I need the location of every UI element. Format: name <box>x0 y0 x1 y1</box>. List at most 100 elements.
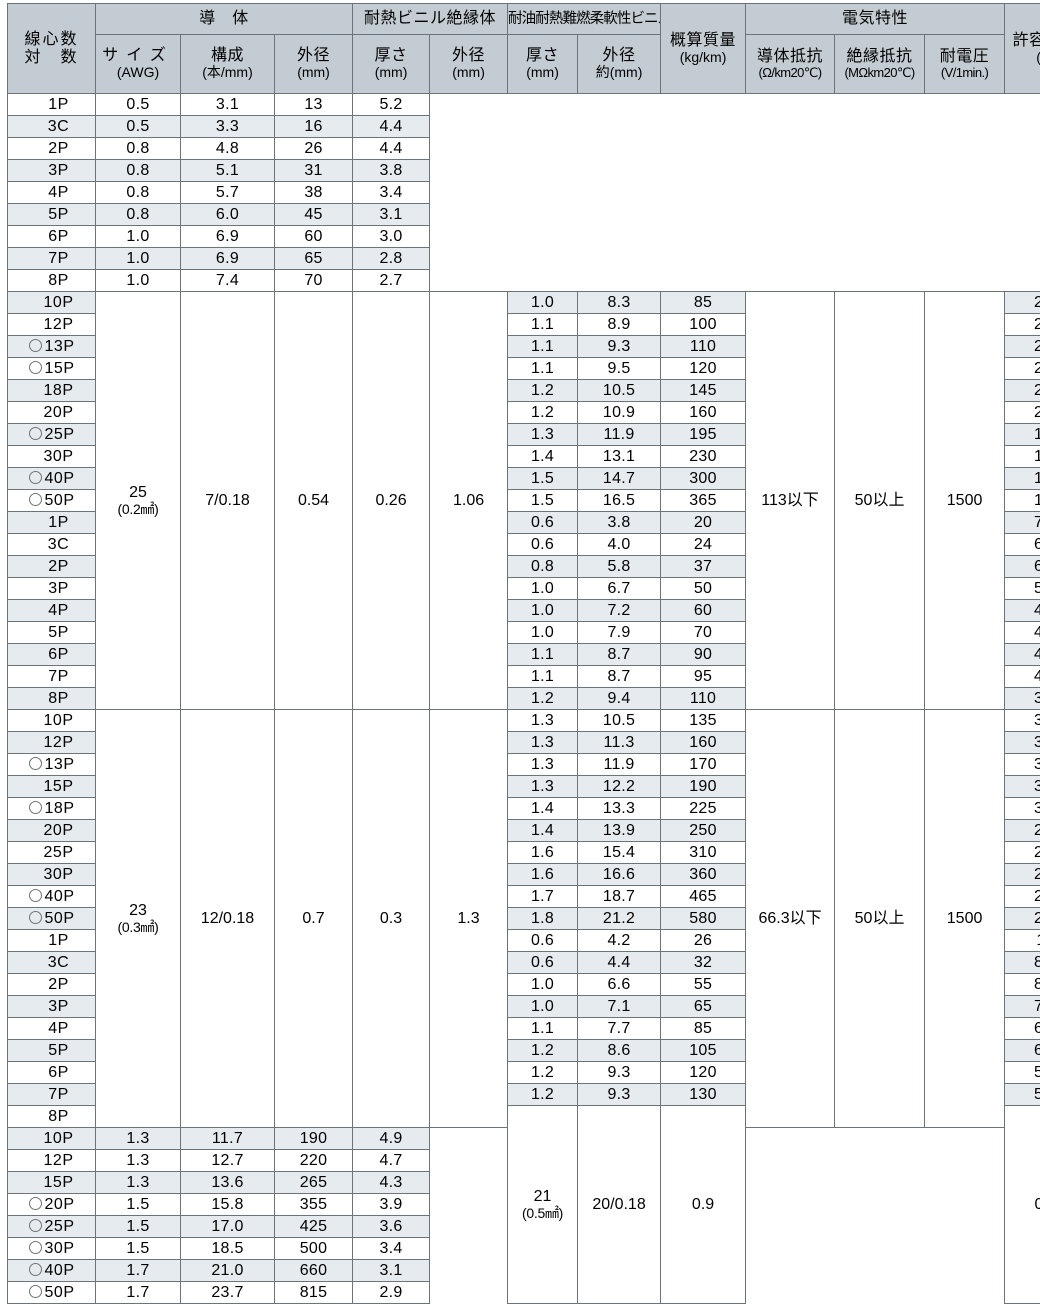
header-conductor-od: 外径 (mm) <box>275 35 353 94</box>
cell-mass: 38 <box>275 182 353 204</box>
cell-sheath-od: 10.9 <box>578 402 661 424</box>
cell-sheath-thickness: 1.3 <box>508 754 578 776</box>
option-circle-icon <box>29 471 42 484</box>
cell-mass: 85 <box>661 1018 746 1040</box>
cell-mass: 135 <box>661 710 746 732</box>
cell-sheath-thickness: 1.3 <box>508 776 578 798</box>
cell-current: 2.4 <box>1005 314 1040 336</box>
cell-sheath-od: 21.0 <box>181 1260 275 1282</box>
cell-current: 3.1 <box>353 204 430 226</box>
cell-sheath-thickness: 1.2 <box>508 688 578 710</box>
cell-insulation-resistance: 50以上 <box>835 710 925 1128</box>
cell-sheath-thickness: 0.6 <box>508 952 578 974</box>
cell-current: 3.4 <box>353 1238 430 1260</box>
cell-sheath-thickness: 1.2 <box>508 1062 578 1084</box>
cell-current: 2.3 <box>1005 336 1040 358</box>
cell-sheath-od: 3.3 <box>181 116 275 138</box>
cell-cores: 25P <box>8 842 96 864</box>
cell-sheath-od: 8.7 <box>578 644 661 666</box>
cell-cores: 5P <box>8 622 96 644</box>
cell-sheath-thickness: 1.2 <box>508 1040 578 1062</box>
cell-sheath-thickness: 0.8 <box>508 556 578 578</box>
cell-cores: 1P <box>8 94 96 116</box>
cell-mass: 45 <box>275 204 353 226</box>
cell-mass: 65 <box>661 996 746 1018</box>
cell-sheath-thickness: 1.4 <box>508 820 578 842</box>
cell-mass: 190 <box>661 776 746 798</box>
cell-sheath-thickness: 1.0 <box>96 248 181 270</box>
cell-mass: 60 <box>661 600 746 622</box>
cell-conductor-od: 0.54 <box>275 292 353 710</box>
cell-current: 6.5 <box>1005 1018 1040 1040</box>
cell-cores: 3C <box>8 534 96 556</box>
cell-sheath-od: 23.7 <box>181 1282 275 1304</box>
cell-mass: 100 <box>661 314 746 336</box>
cell-cores: 6P <box>8 644 96 666</box>
cell-mass: 95 <box>661 666 746 688</box>
cell-current: 2.1 <box>1005 380 1040 402</box>
cell-sheath-thickness: 1.6 <box>508 864 578 886</box>
cell-mass: 130 <box>661 1084 746 1106</box>
cell-mass: 815 <box>275 1282 353 1304</box>
cell-sheath-od: 7.4 <box>181 270 275 292</box>
cell-mass: 310 <box>661 842 746 864</box>
cell-current: 2.2 <box>1005 358 1040 380</box>
cell-cores: 13P <box>8 336 96 358</box>
cell-current: 3.9 <box>1005 688 1040 710</box>
cell-cores: 30P <box>8 446 96 468</box>
cell-sheath-thickness: 1.0 <box>96 226 181 248</box>
cell-cores: 2P <box>8 974 96 996</box>
cell-sheath-od: 5.8 <box>578 556 661 578</box>
cell-current: 3.4 <box>353 182 430 204</box>
cell-current: 5.5 <box>1005 578 1040 600</box>
cell-mass: 170 <box>661 754 746 776</box>
cell-sheath-thickness: 1.0 <box>508 292 578 314</box>
cell-sheath-od: 9.3 <box>578 336 661 358</box>
cell-sheath-thickness: 0.8 <box>96 160 181 182</box>
cell-sheath-od: 11.9 <box>578 424 661 446</box>
cell-cores: 8P <box>8 688 96 710</box>
header-insulation-resistance: 絶縁抵抗 (MΩkm20℃) <box>835 35 925 94</box>
cell-cores: 12P <box>8 1150 96 1172</box>
cell-mass: 13 <box>275 94 353 116</box>
cell-sheath-od: 21.2 <box>578 908 661 930</box>
cell-sheath-thickness: 1.1 <box>508 336 578 358</box>
cell-mass: 110 <box>661 688 746 710</box>
cell-cores: 6P <box>8 226 96 248</box>
cell-cores: 7P <box>8 248 96 270</box>
cell-sheath-od: 8.7 <box>578 666 661 688</box>
cell-current: 3.1 <box>353 1260 430 1282</box>
cell-current: 3.6 <box>1005 710 1040 732</box>
cell-conductor-construction: 20/0.18 <box>578 1106 661 1304</box>
cable-specification-table: 線心数 対 数 導 体 耐熱ビニル絶縁体 耐油耐熱難燃柔軟性ビニルシース 概算質… <box>7 3 1040 1304</box>
cell-sheath-od: 6.9 <box>181 248 275 270</box>
cell-current: 3.2 <box>1005 776 1040 798</box>
cell-conductor-od: 0.9 <box>661 1106 746 1304</box>
cell-current: 3.8 <box>353 160 430 182</box>
cell-current: 2.5 <box>1005 864 1040 886</box>
cell-sheath-od: 18.5 <box>181 1238 275 1260</box>
cell-sheath-thickness: 1.5 <box>96 1238 181 1260</box>
cell-cores: 2P <box>8 556 96 578</box>
cell-cores: 12P <box>8 732 96 754</box>
cell-mass: 225 <box>661 798 746 820</box>
cell-cores: 15P <box>8 1172 96 1194</box>
cell-current: 3.0 <box>1005 798 1040 820</box>
cell-sheath-thickness: 1.3 <box>96 1172 181 1194</box>
cell-sheath-od: 7.2 <box>578 600 661 622</box>
cell-sheath-od: 15.4 <box>578 842 661 864</box>
cell-cores: 13P <box>8 754 96 776</box>
cell-current: 2.7 <box>353 270 430 292</box>
cell-conductor-size: 25(0.2㎟) <box>96 292 181 710</box>
cell-sheath-od: 8.9 <box>578 314 661 336</box>
cell-cores: 2P <box>8 138 96 160</box>
cell-sheath-od: 9.5 <box>578 358 661 380</box>
cell-conductor-resistance: 113以下 <box>746 292 835 710</box>
cell-sheath-thickness: 1.2 <box>508 380 578 402</box>
